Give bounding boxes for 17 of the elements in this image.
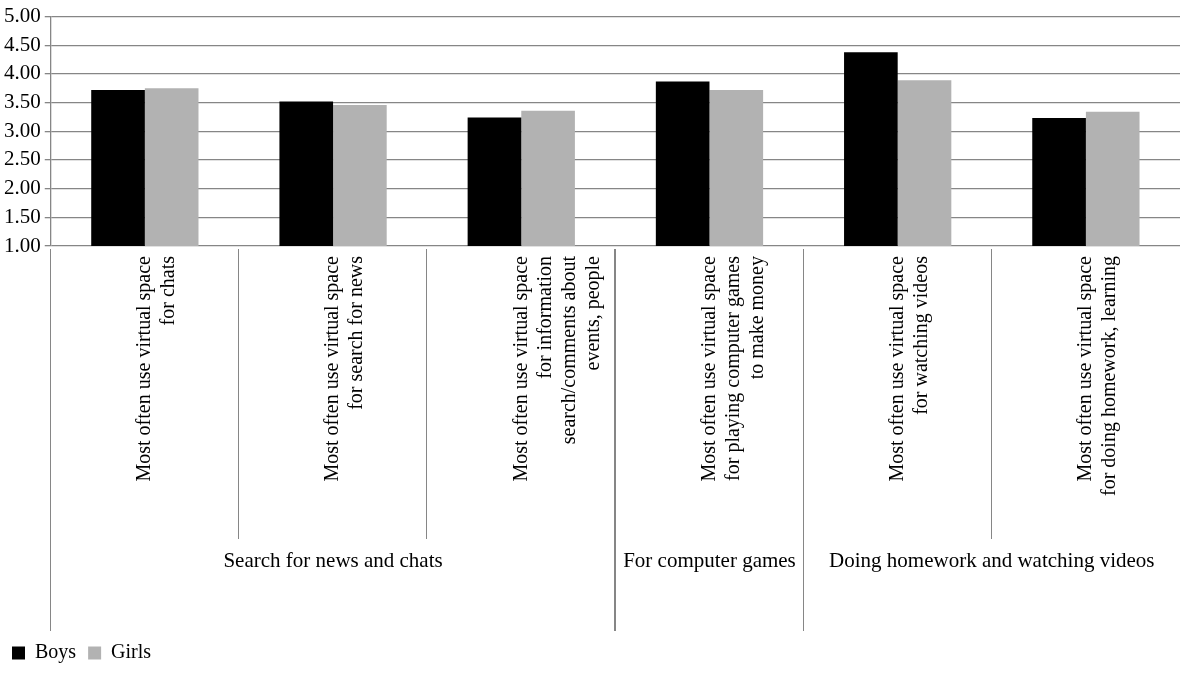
- y-tick-label: 2.50: [4, 146, 41, 171]
- y-tick-label: 4.50: [4, 31, 41, 56]
- x-tick-label: Most often use virtual space for search for news: [320, 255, 367, 482]
- y-tick-label: 5.00: [4, 3, 41, 28]
- y-tick-label: 2.00: [4, 175, 41, 200]
- x-tick-label: Most often use virtual space for chats: [132, 255, 179, 482]
- text: Search for news and chats: [223, 548, 443, 573]
- text: For computer games: [623, 548, 796, 573]
- legend-label: Girls: [111, 640, 152, 663]
- y-tick-label: 1.00: [4, 232, 41, 257]
- x-tick-label: Most often use virtual space for information search/comments about events, people: [508, 255, 604, 482]
- y-tick-label: 3.50: [4, 89, 41, 114]
- y-tick-label: 3.00: [4, 117, 41, 142]
- y-tick-label: 1.50: [4, 203, 41, 228]
- text: Doing homework and watching videos: [829, 548, 1155, 573]
- legend-label: Boys: [35, 640, 77, 664]
- y-tick-label: 4.00: [4, 60, 41, 85]
